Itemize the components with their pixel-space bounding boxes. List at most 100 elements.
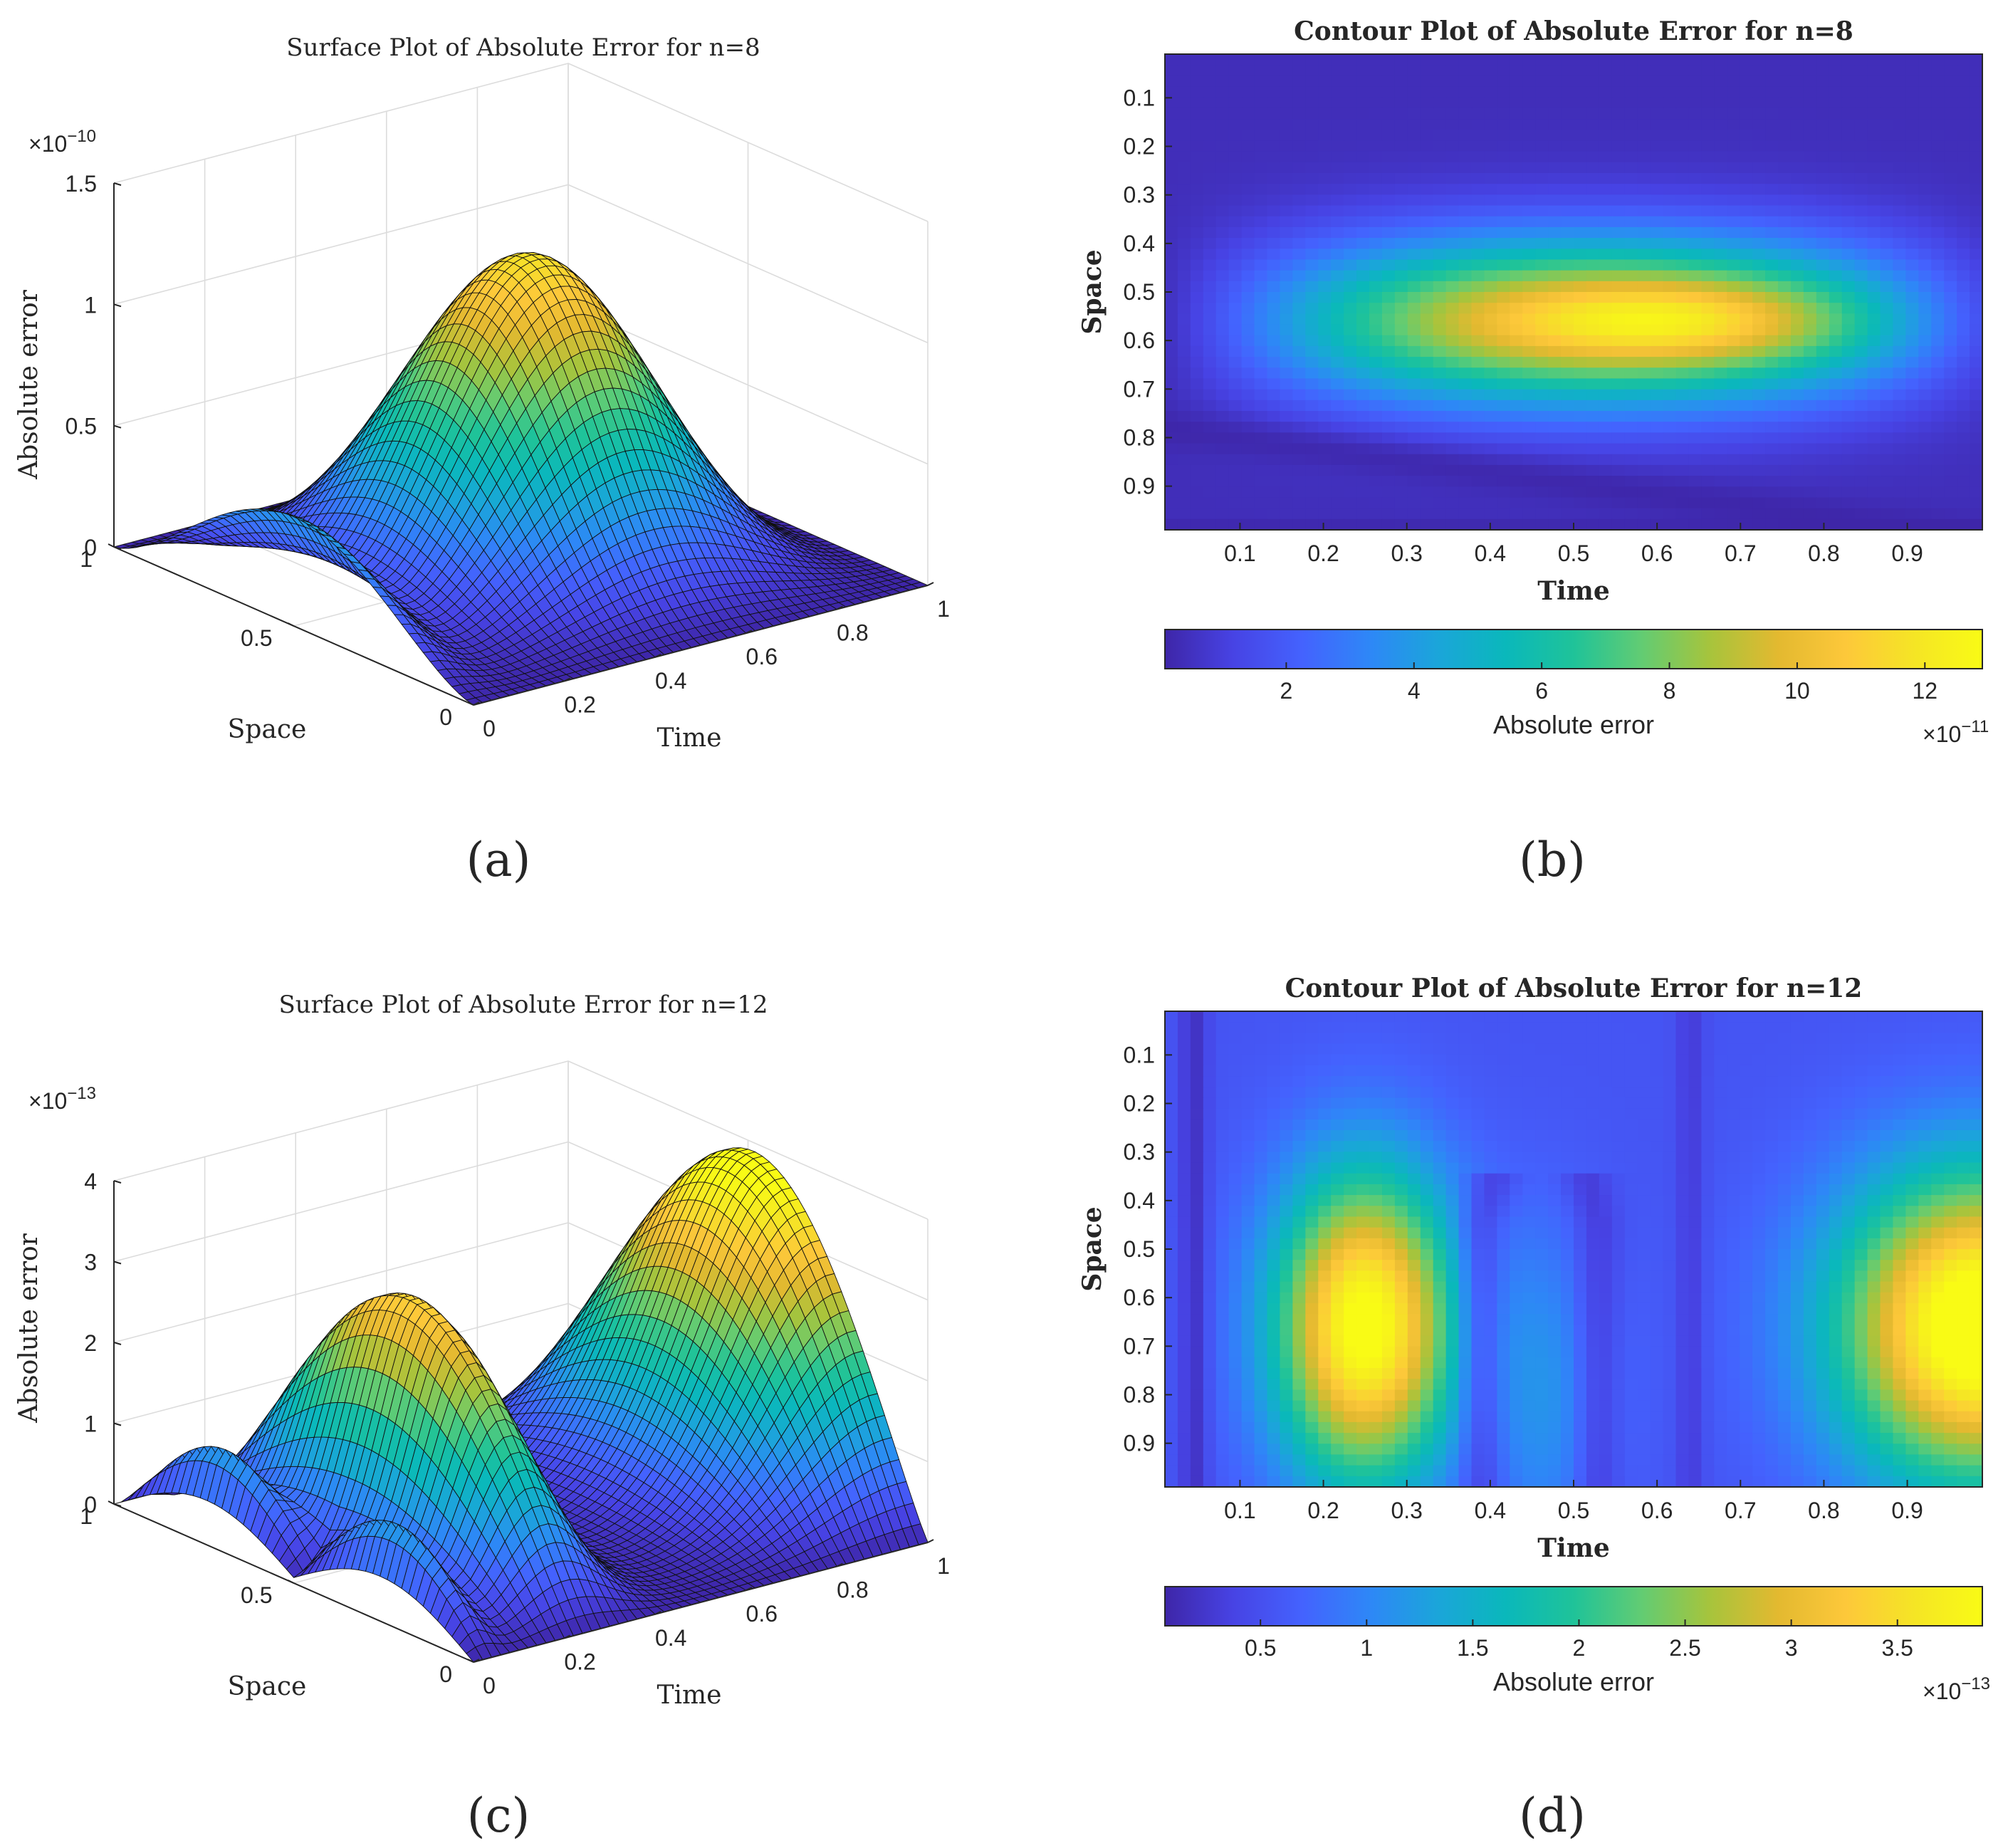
heatmap-cell: [1816, 443, 1830, 455]
heatmap-cell: [1701, 108, 1715, 120]
heatmap-cell: [1497, 140, 1510, 152]
heatmap-cell: [1292, 292, 1306, 303]
heatmap-cell: [1190, 205, 1204, 217]
heatmap-cell: [1471, 357, 1485, 368]
heatmap-cell: [1318, 454, 1332, 466]
heatmap-cell: [1650, 367, 1664, 380]
heatmap-cell: [1318, 108, 1332, 120]
heatmap-cell: [1394, 75, 1408, 88]
heatmap-cell: [1215, 249, 1230, 261]
heatmap-cell: [1433, 335, 1447, 347]
heatmap-cell: [1280, 367, 1293, 380]
heatmap-cell: [1548, 400, 1562, 412]
heatmap-cell: [1765, 119, 1779, 130]
heatmap-cell: [1841, 119, 1856, 130]
heatmap-cell: [1190, 357, 1204, 368]
heatmap-cell: [1458, 443, 1473, 455]
heatmap-cell: [1177, 335, 1191, 347]
heatmap-cell: [1663, 432, 1677, 444]
heatmap-cell: [1458, 119, 1473, 130]
heatmap-cell: [1458, 238, 1473, 249]
heatmap-cell: [1254, 173, 1268, 184]
heatmap-cell: [1624, 432, 1638, 444]
heatmap-cell: [1510, 108, 1523, 120]
heatmap-cell: [1701, 140, 1715, 152]
heatmap-cell: [1611, 97, 1626, 109]
heatmap-cell: [1790, 238, 1804, 249]
heatmap-cell: [1918, 65, 1932, 76]
heatmap-cell: [1344, 324, 1357, 336]
heatmap-cell: [1535, 259, 1549, 271]
heatmap-cell: [1752, 335, 1766, 347]
heatmap-cell: [1420, 389, 1434, 401]
heatmap-cell: [1650, 205, 1664, 217]
heatmap-cell: [1190, 162, 1204, 174]
heatmap-cell: [1497, 270, 1510, 282]
heatmap-cell: [1740, 75, 1753, 88]
heatmap-cell: [1165, 270, 1178, 282]
heatmap-cell: [1458, 313, 1473, 325]
heatmap-cell: [1241, 108, 1255, 120]
heatmap-cell: [1841, 97, 1856, 109]
heatmap-cell: [1305, 303, 1319, 314]
heatmap-cell: [1599, 75, 1613, 88]
chart-title: Surface Plot of Absolute Error for n=8: [286, 33, 760, 62]
heatmap-cell: [1356, 335, 1370, 347]
heatmap-cell: [1228, 140, 1243, 152]
heatmap-cell: [1561, 162, 1574, 174]
heatmap-cell: [1254, 270, 1268, 282]
heatmap-cell: [1688, 313, 1702, 325]
heatmap-cell: [1369, 367, 1383, 380]
heatmap-cell: [1740, 86, 1753, 98]
heatmap-cell: [1344, 108, 1357, 120]
heatmap-cell: [1611, 226, 1626, 239]
heatmap-cell: [1407, 324, 1421, 336]
heatmap-cell: [1561, 422, 1574, 433]
heatmap-cell: [1752, 205, 1766, 217]
heatmap-cell: [1267, 324, 1281, 336]
heatmap-cell: [1752, 238, 1766, 249]
heatmap-cell: [1381, 259, 1396, 271]
heatmap-cell: [1471, 313, 1485, 325]
heatmap-cell: [1944, 173, 1957, 184]
heatmap-cell: [1203, 65, 1217, 76]
heatmap-cell: [1854, 313, 1868, 325]
heatmap-cell: [1586, 357, 1600, 368]
heatmap-cell: [1957, 216, 1970, 228]
heatmap-cell: [1970, 108, 1983, 120]
heatmap-cell: [1445, 119, 1460, 130]
heatmap-cell: [1510, 389, 1523, 401]
heatmap-cell: [1203, 411, 1217, 422]
z-tick-label: 0: [84, 535, 97, 560]
heatmap-cell: [1650, 378, 1664, 390]
heatmap-cell: [1944, 216, 1957, 228]
heatmap-cell: [1931, 226, 1945, 239]
heatmap-cell: [1203, 400, 1217, 412]
heatmap-cell: [1893, 54, 1906, 66]
heatmap-cell: [1957, 65, 1970, 76]
heatmap-cell: [1765, 454, 1779, 466]
heatmap-cell: [1203, 75, 1217, 88]
heatmap-cell: [1854, 238, 1868, 249]
heatmap-cell: [1790, 86, 1804, 98]
heatmap-cell: [1688, 226, 1702, 239]
heatmap-cell: [1586, 119, 1600, 130]
heatmap-cell: [1778, 313, 1792, 325]
heatmap-cell: [1829, 367, 1843, 380]
heatmap-cell: [1356, 216, 1370, 228]
heatmap-cell: [1611, 324, 1626, 336]
heatmap-cell: [1790, 422, 1804, 433]
heatmap-cell: [1624, 259, 1638, 271]
heatmap-cell: [1254, 226, 1268, 239]
heatmap-cell: [1484, 226, 1497, 239]
heatmap-cell: [1740, 357, 1753, 368]
heatmap-cell: [1458, 151, 1473, 163]
heatmap-cell: [1765, 357, 1779, 368]
heatmap-cell: [1407, 389, 1421, 401]
heatmap-cell: [1407, 238, 1421, 249]
heatmap-cell: [1727, 303, 1740, 314]
heatmap-cell: [1931, 357, 1945, 368]
heatmap-cell: [1165, 345, 1178, 357]
heatmap-cell: [1522, 75, 1536, 88]
heatmap-cell: [1344, 313, 1357, 325]
